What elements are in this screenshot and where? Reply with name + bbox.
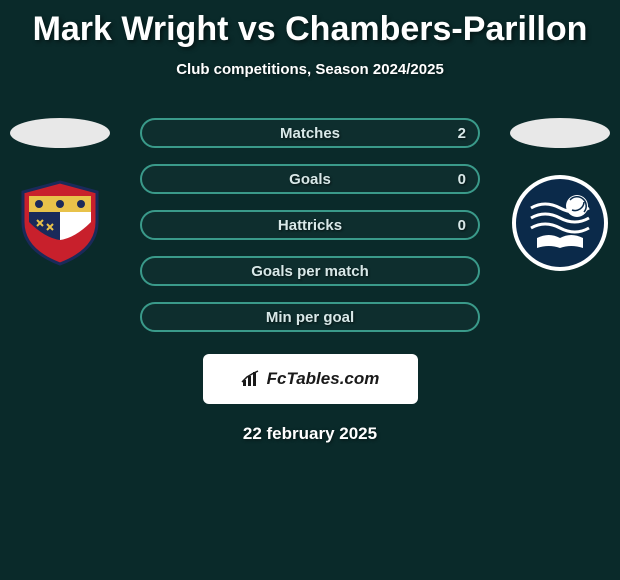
right-player-photo-slot [510,118,610,148]
right-club-badge [510,178,610,268]
stat-value-right: 0 [458,217,466,234]
branding-plate: FcTables.com [203,354,418,404]
stat-value-right: 0 [458,171,466,188]
left-column [10,118,110,268]
southend-badge-icon [512,175,608,271]
tamworth-badge-icon [15,180,105,266]
stats-list: Matches 2 Goals 0 Hattricks 0 Goals per … [140,118,480,332]
left-player-photo-slot [10,118,110,148]
branding-label: FcTables.com [267,369,380,389]
stat-row-matches: Matches 2 [140,118,480,148]
right-column [510,118,610,268]
stat-row-hattricks: Hattricks 0 [140,210,480,240]
stat-label: Hattricks [278,217,342,234]
stat-label: Matches [280,125,340,142]
subtitle: Club competitions, Season 2024/2025 [0,61,620,78]
date-text: 22 february 2025 [0,424,620,444]
stat-row-min-per-goal: Min per goal [140,302,480,332]
stat-label: Goals [289,171,331,188]
comparison-panel: Matches 2 Goals 0 Hattricks 0 Goals per … [0,118,620,332]
left-club-badge [10,178,110,268]
stat-row-goals: Goals 0 [140,164,480,194]
stat-label: Goals per match [251,263,369,280]
stat-row-goals-per-match: Goals per match [140,256,480,286]
stat-value-right: 2 [458,125,466,142]
stat-label: Min per goal [266,309,354,326]
page-title: Mark Wright vs Chambers-Parillon [0,0,620,49]
bar-chart-icon [241,370,263,388]
